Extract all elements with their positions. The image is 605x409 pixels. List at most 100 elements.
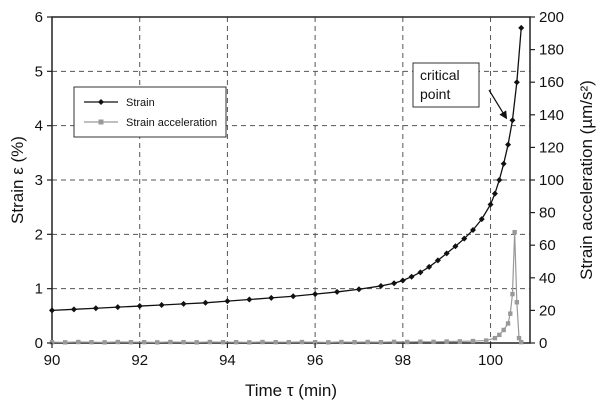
- data-point-strain: [478, 216, 485, 223]
- annotation-box: [412, 62, 480, 108]
- data-point-strain-acceleration: [49, 339, 55, 345]
- series-layer: [49, 24, 525, 345]
- data-point-strain: [443, 250, 450, 257]
- data-point-strain-acceleration: [391, 339, 397, 345]
- data-point-strain: [290, 293, 297, 300]
- data-point-strain-acceleration: [378, 339, 384, 345]
- data-point-strain-acceleration: [514, 300, 520, 305]
- y-tick-label: 3: [35, 172, 43, 189]
- data-point-strain-acceleration: [155, 340, 160, 345]
- data-point-strain: [518, 24, 525, 31]
- data-point-strain-acceleration: [418, 339, 423, 344]
- legend-box: [73, 86, 227, 138]
- data-point-strain: [114, 304, 121, 311]
- data-point-strain-acceleration: [326, 340, 331, 345]
- data-point-strain: [268, 294, 275, 301]
- legend-label-strain: Strain: [126, 97, 155, 109]
- data-point-strain-acceleration: [299, 339, 305, 345]
- y-tick-label: 2: [35, 226, 43, 243]
- data-point-strain-acceleration: [115, 339, 120, 345]
- data-point-strain: [136, 303, 143, 310]
- data-point-strain: [417, 269, 424, 276]
- data-point-strain: [487, 201, 494, 208]
- data-point-strain-acceleration: [519, 339, 524, 345]
- y-tick-label: 1: [35, 281, 43, 298]
- data-point-strain: [377, 282, 384, 289]
- data-point-strain: [452, 243, 459, 250]
- data-point-strain: [469, 226, 476, 233]
- data-point-strain: [92, 305, 99, 312]
- data-point-strain: [49, 307, 55, 314]
- x-tick-label: 90: [44, 352, 61, 369]
- data-point-strain: [461, 235, 468, 242]
- x-tick-label: 98: [394, 352, 411, 369]
- data-point-strain-acceleration: [312, 339, 318, 345]
- data-point-strain-acceleration: [457, 339, 463, 344]
- y-tick-label: 5: [35, 63, 43, 80]
- data-point-strain-acceleration: [76, 339, 81, 345]
- data-point-strain: [426, 263, 433, 270]
- data-point-strain-acceleration: [141, 339, 147, 345]
- data-point-strain-acceleration: [128, 339, 134, 345]
- data-point-strain: [399, 277, 406, 284]
- x-tick-label: 92: [131, 352, 148, 369]
- data-point-strain: [355, 286, 362, 293]
- data-point-strain-acceleration: [89, 339, 94, 345]
- data-point-strain-acceleration: [181, 339, 186, 345]
- data-point-strain-acceleration: [273, 339, 278, 345]
- y2-tick-label: 200: [539, 9, 564, 26]
- data-point-strain-acceleration: [405, 339, 410, 345]
- data-point-strain-acceleration: [470, 338, 476, 344]
- data-point-strain-acceleration: [516, 335, 522, 341]
- data-point-strain-acceleration: [512, 229, 517, 235]
- y2-tick-label: 100: [539, 172, 564, 189]
- data-point-strain: [158, 301, 165, 308]
- data-point-strain: [505, 141, 512, 148]
- data-point-strain: [408, 273, 415, 280]
- y2-tick-label: 80: [539, 205, 556, 222]
- legend: Strain Strain acceleration: [73, 86, 227, 138]
- data-point-strain-acceleration: [505, 321, 511, 326]
- data-point-strain-acceleration: [220, 339, 226, 345]
- y2-tick-label: 60: [539, 237, 556, 254]
- y2-tick-label: 120: [539, 139, 564, 156]
- annotation-text-line1: critical: [420, 67, 460, 83]
- data-point-strain-acceleration: [247, 340, 252, 345]
- gridlines: [52, 17, 530, 343]
- data-point-strain-acceleration: [352, 339, 357, 345]
- data-point-strain: [246, 296, 253, 303]
- data-point-strain-acceleration: [483, 338, 489, 343]
- critical-point-annotation: critical point: [412, 62, 508, 120]
- data-point-strain-acceleration: [510, 291, 515, 297]
- data-point-strain-acceleration: [168, 339, 173, 345]
- data-point-strain-acceleration: [233, 339, 239, 345]
- data-point-strain-acceleration: [365, 339, 370, 345]
- y2-axis-title: Strain acceleration (µm/s²): [577, 80, 596, 280]
- data-point-strain: [500, 160, 507, 167]
- data-point-strain: [391, 280, 398, 287]
- data-point-strain: [224, 298, 231, 305]
- data-point-strain: [70, 306, 77, 313]
- annotation-arrow: [488, 89, 506, 117]
- data-point-strain-acceleration: [492, 335, 498, 341]
- annotation-arrowhead: [499, 110, 508, 120]
- x-tick-label: 94: [219, 352, 236, 369]
- data-point-strain: [180, 300, 187, 307]
- data-point-strain-acceleration: [207, 339, 213, 345]
- legend-swatch-strain-marker: [98, 99, 104, 105]
- data-point-strain: [496, 177, 503, 183]
- x-tick-label: 96: [307, 352, 324, 369]
- y-axis-title: Strain ε (%): [8, 136, 27, 224]
- data-point-strain: [202, 299, 209, 306]
- series-line-strain-acceleration: [51, 232, 522, 343]
- data-point-strain: [491, 190, 498, 197]
- data-point-strain-acceleration: [501, 327, 506, 333]
- y2-tick-label: 20: [539, 302, 556, 319]
- y2-tick-label: 0: [539, 335, 547, 352]
- data-point-strain-acceleration: [444, 339, 449, 344]
- data-point-strain-acceleration: [286, 339, 292, 345]
- y2-tick-label: 140: [539, 107, 564, 124]
- x-axis-title: Time τ (min): [245, 381, 337, 400]
- data-point-strain: [513, 79, 520, 86]
